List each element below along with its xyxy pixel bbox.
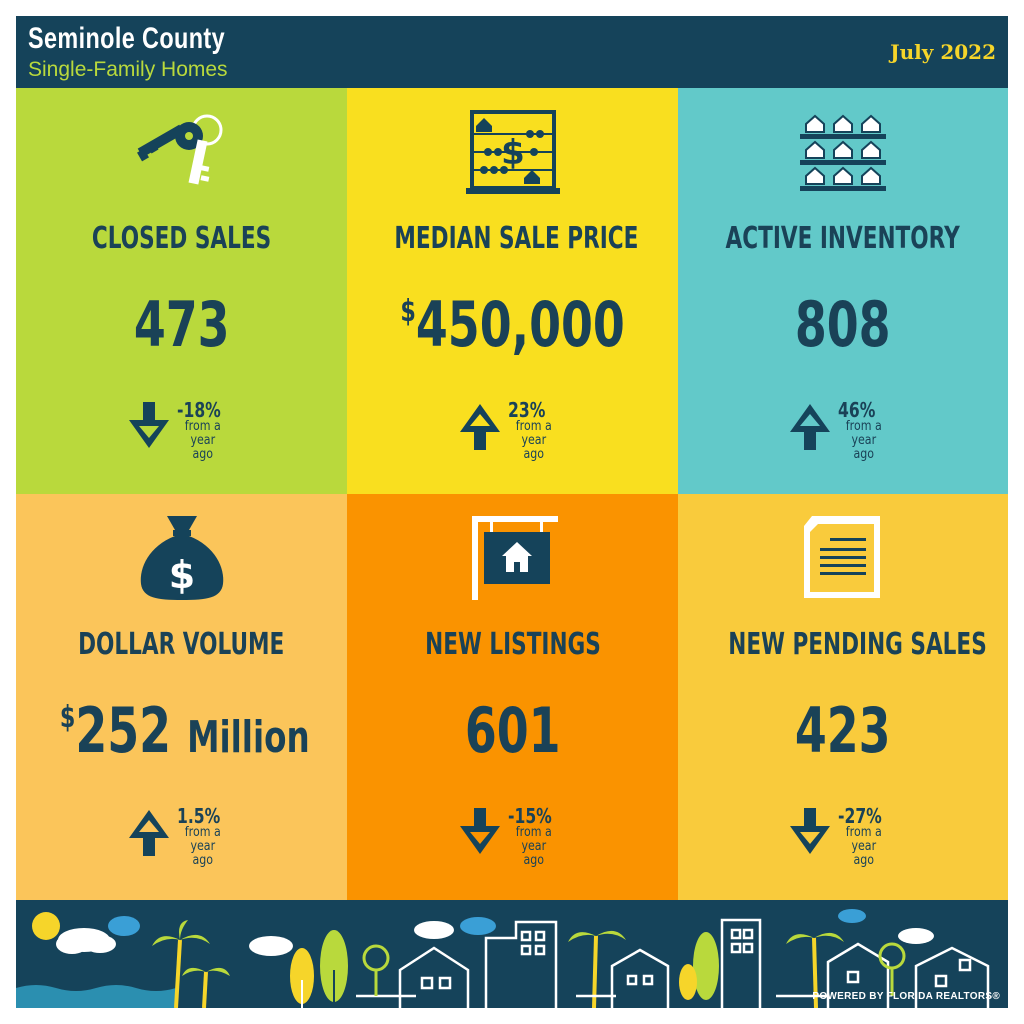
change-percent: -27%	[838, 804, 882, 828]
arrow-down-icon	[128, 402, 169, 448]
tile-change: -27% from a year ago	[788, 804, 908, 868]
tile-label: MEDIAN SALE PRICE	[394, 221, 639, 256]
for-sale-sign-icon	[471, 516, 558, 600]
tile-change: -18% from a year ago	[127, 398, 247, 462]
document-icon	[804, 516, 880, 598]
keys-icon	[136, 114, 222, 185]
powered-by-credit: POWERED BY FLORIDA REALTORS®	[812, 991, 1000, 1002]
tile-closed-sales: CLOSED SALES 473 -18% from a year ago	[16, 88, 347, 494]
tile-change: 23% from a year ago	[458, 398, 578, 462]
change-note: from a year ago	[845, 419, 882, 462]
tile-label: CLOSED SALES	[91, 221, 272, 256]
tile-value: $252 Million	[59, 694, 310, 767]
arrow-up-icon	[459, 404, 500, 450]
stats-grid: CLOSED SALES 473 -18% from a year ago	[16, 88, 1008, 900]
tile-value: 601	[464, 694, 561, 767]
tile-new-pending-sales: NEW PENDING SALES 423 -27% from a year ag…	[678, 494, 1008, 900]
tile-dollar-volume: $ DOLLAR VOLUME $252 Million 1.5% from a…	[16, 494, 347, 900]
change-note: from a year ago	[184, 825, 221, 868]
change-note: from a year ago	[184, 419, 221, 462]
change-note: from a year ago	[515, 419, 552, 462]
money-bag-icon: $	[140, 516, 223, 600]
infographic: Seminole County Single-Family Homes July…	[16, 16, 1008, 1008]
footer-landscape: POWERED BY FLORIDA REALTORS®	[16, 900, 1008, 1008]
header-bar: Seminole County Single-Family Homes July…	[16, 16, 1008, 88]
change-percent: -15%	[507, 804, 552, 828]
change-percent: -18%	[176, 398, 221, 422]
tile-active-inventory: ACTIVE INVENTORY 808 46% from a year ago	[678, 88, 1008, 494]
page-subtitle: Single-Family Homes	[28, 58, 228, 81]
arrow-down-icon	[790, 808, 830, 854]
arrow-up-icon	[128, 810, 169, 856]
tile-value: 808	[795, 288, 891, 361]
tile-label: ACTIVE INVENTORY	[725, 221, 961, 256]
tile-value: 423	[795, 694, 891, 767]
tile-value: $450,000	[400, 288, 625, 361]
arrow-up-icon	[790, 404, 830, 450]
page-title: Seminole County	[28, 22, 225, 55]
tile-change: -15% from a year ago	[458, 804, 578, 868]
change-note: from a year ago	[515, 825, 552, 868]
change-percent: 23%	[507, 398, 545, 422]
change-note: from a year ago	[845, 825, 882, 868]
tile-label: NEW PENDING SALES	[728, 627, 987, 662]
tile-label: DOLLAR VOLUME	[78, 627, 285, 662]
svg-text:$: $	[168, 553, 194, 597]
arrow-down-icon	[459, 808, 500, 854]
abacus-icon: $	[465, 110, 560, 194]
cityscape-illustration	[16, 909, 990, 1008]
change-percent: 1.5%	[176, 804, 220, 828]
tile-new-listings: NEW LISTINGS 601 -15% from a year ago	[347, 494, 678, 900]
tile-label: NEW LISTINGS	[424, 627, 601, 662]
change-percent: 46%	[838, 398, 876, 422]
report-date: July 2022	[890, 40, 996, 64]
tile-value: 473	[133, 288, 230, 361]
tile-change: 46% from a year ago	[788, 398, 908, 462]
tile-change: 1.5% from a year ago	[127, 804, 247, 868]
svg-text:$: $	[501, 133, 525, 173]
houses-shelves-icon	[800, 114, 886, 191]
